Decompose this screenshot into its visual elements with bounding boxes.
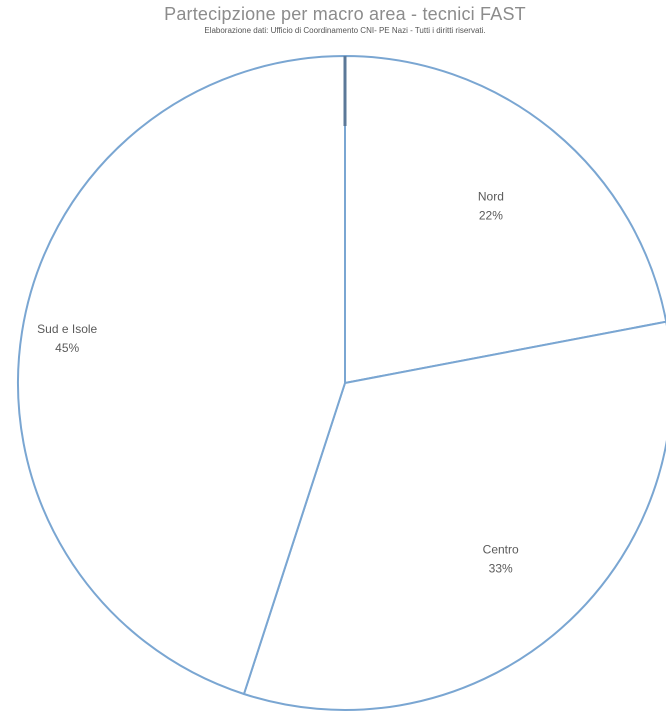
slice-name-label: Centro — [483, 543, 519, 557]
pie-slice-centro — [242, 320, 666, 711]
pie-slices — [17, 55, 666, 711]
slice-labels: Nord 22% Centro 33% Sud e Isole 45% — [37, 190, 519, 576]
slice-value-label: 33% — [489, 562, 513, 576]
slice-value-label: 22% — [479, 209, 503, 223]
pie-slice-nord — [344, 55, 666, 384]
slice-value-label: 45% — [55, 341, 79, 355]
chart-title: Partecipzione per macro area - tecnici F… — [164, 4, 526, 24]
pie-slice-sud-e-isole — [17, 55, 346, 695]
slice-name-label: Nord — [478, 190, 504, 204]
chart-subtitle: Elaborazione dati: Ufficio di Coordiname… — [204, 26, 486, 35]
slice-name-label: Sud e Isole — [37, 322, 97, 336]
